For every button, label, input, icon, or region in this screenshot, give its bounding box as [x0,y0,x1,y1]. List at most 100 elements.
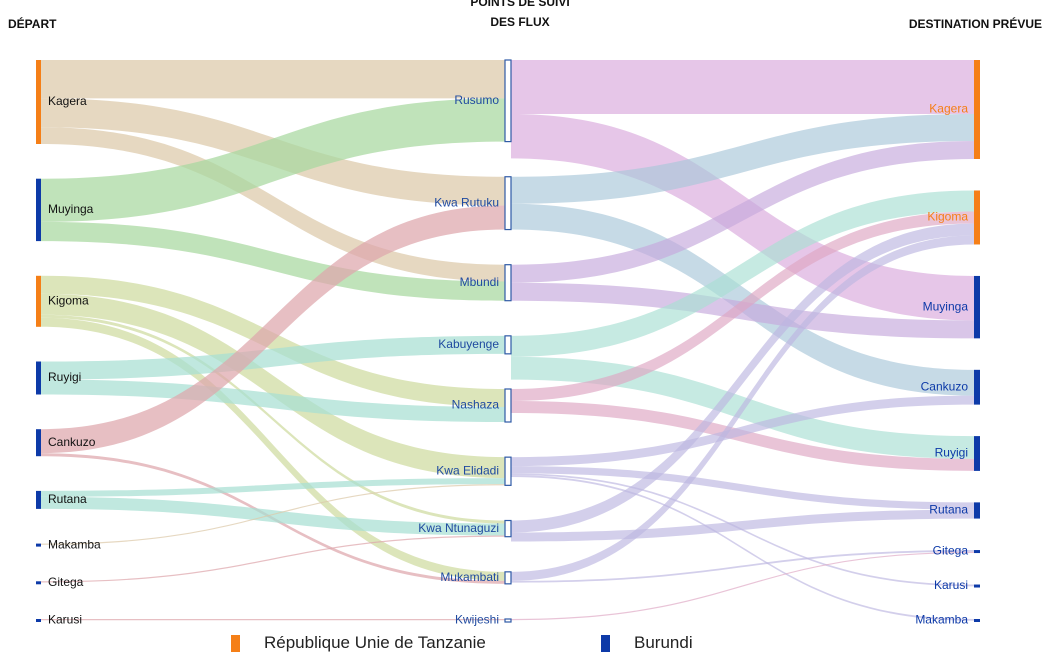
point-label-kabuyenge: Kabuyenge [438,337,499,351]
flow-kwa-elidadi-to-makamba [511,475,974,621]
source-label-gitega: Gitega [48,575,84,589]
destination-node-ruyigi [974,436,980,471]
destination-label-kigoma: Kigoma [927,210,968,224]
destination-node-cankuzo [974,369,980,405]
flow-mukambati-to-kigoma [511,235,974,581]
flow-ruyigi-to-nashaza [41,379,505,422]
point-node-mbundi [504,264,512,302]
flow-rusumo-to-kagera [511,60,974,114]
legend-swatch-burundi [601,634,610,652]
source-label-karusi: Karusi [48,613,82,627]
legend-label-burundi: Burundi [634,633,693,652]
flow-mbundi-to-kagera [511,141,974,283]
point-node-kwijeshi [504,618,512,623]
flow-kwa-ntunaguzi-to-kigoma [511,223,974,533]
source-label-kagera: Kagera [48,94,87,108]
destination-node-rutana [974,502,980,519]
flow-kagera-to-mbundi [41,127,505,282]
source-node-ruyigi [36,361,41,395]
point-label-kwa-ntunaguzi: Kwa Ntunaguzi [418,521,499,535]
point-label-kwa-elidadi: Kwa Elidadi [436,463,499,477]
point-label-mbundi: Mbundi [460,275,499,289]
destination-label-cankuzo: Cankuzo [921,379,969,393]
destination-node-gitega [974,550,980,554]
legend-label-tanzanie: République Unie de Tanzanie [264,633,486,652]
destination-label-makamba: Makamba [915,613,968,627]
legend-swatch-tanzanie [231,634,240,652]
source-node-gitega [36,581,41,585]
source-label-muyinga: Muyinga [48,202,94,216]
flow-kwa-ntunaguzi-to-rutana [511,509,974,542]
source-label-makamba: Makamba [48,537,101,551]
point-node-kwa-ntunaguzi [504,519,512,538]
source-label-kigoma: Kigoma [48,293,89,307]
flow-kigoma-to-mukambati [41,317,505,581]
source-node-makamba [36,543,41,547]
nodes [36,59,980,623]
source-node-kagera [36,60,41,144]
legend-item-burundi: Burundi [601,633,693,653]
source-node-kigoma [36,275,41,327]
point-node-kwa-elidadi [504,456,512,486]
destination-label-gitega: Gitega [933,544,969,558]
node-labels: Kagera Muyinga Kigoma Ruyigi Cankuzo Rutana Ma… [48,93,968,627]
destination-node-makamba [974,619,980,622]
flow-kagera-to-rusumo [41,60,505,99]
flow-kigoma-to-kwa-elidadi [41,293,505,479]
flow-muyinga-to-mbundi [41,221,505,301]
flow-gitega-to-kwa-ntunaguzi [41,535,505,583]
flow-kabuyenge-to-kigoma [511,190,974,357]
source-node-rutana [36,490,41,509]
flow-kwa-rutuku-to-kagera [511,114,974,204]
point-label-rusumo: Rusumo [454,93,499,107]
point-label-nashaza: Nashaza [452,398,500,412]
flow-kwijeshi-to-gitega [511,551,974,621]
destination-node-muyinga [974,275,980,339]
point-label-mukambati: Mukambati [440,570,499,584]
flow-kigoma-to-nashaza [41,275,505,407]
destination-label-karusi: Karusi [934,578,968,592]
destination-label-ruyigi: Ruyigi [935,446,968,460]
point-node-mukambati [504,571,512,585]
flow-nashaza-to-kigoma [511,211,974,401]
point-node-kwa-rutuku [504,176,512,231]
source-node-cankuzo [36,429,41,457]
point-label-kwijeshi: Kwijeshi [455,613,499,627]
point-node-kabuyenge [504,335,512,355]
point-node-rusumo [504,59,512,143]
point-label-kwa-rutuku: Kwa Rutuku [434,195,499,209]
point-node-nashaza [504,388,512,423]
flow-rutana-to-kwa-elidadi [41,478,505,497]
flow-cankuzo-to-kwa-rutuku [41,205,505,454]
source-label-cankuzo: Cankuzo [48,435,96,449]
destination-label-kagera: Kagera [929,102,968,116]
flow-muyinga-to-rusumo [41,98,505,222]
destination-node-kagera [974,60,980,159]
destination-label-muyinga: Muyinga [923,299,969,313]
source-node-muyinga [36,178,41,242]
flow-kigoma-to-kwa-ntunaguzi [41,314,505,524]
flow-makamba-to-kwa-elidadi [41,484,505,545]
destination-node-kigoma [974,190,980,245]
flow-mukambati-to-gitega [511,550,974,583]
flow-kwa-elidadi-to-rutana [511,466,974,510]
header-points-line1: POINTS DE SUIVI [470,0,570,9]
header-destination: DESTINATION PRÉVUE [908,17,1042,31]
destination-label-rutana: Rutana [929,503,968,517]
header-points-line2: DES FLUX [490,15,550,29]
source-label-rutana: Rutana [48,492,87,506]
destination-node-karusi [974,584,980,588]
source-node-karusi [36,619,41,622]
flow-karusi-to-kwijeshi [41,619,505,621]
flow-ruyigi-to-kabuyenge [41,335,505,380]
header-depart: DÉPART [8,17,57,31]
flows-point-to-destination [511,60,974,621]
flow-kwa-rutuku-to-cankuzo [511,203,974,396]
flow-kwa-elidadi-to-cankuzo [511,395,974,467]
header-points-suivi: POINTS DE SUIVI DES FLUX [440,0,600,30]
source-label-ruyigi: Ruyigi [48,370,81,384]
flow-nashaza-to-ruyigi [511,401,974,471]
legend-item-tanzanie: République Unie de Tanzanie [231,633,486,653]
flows-source-to-point [41,60,505,621]
